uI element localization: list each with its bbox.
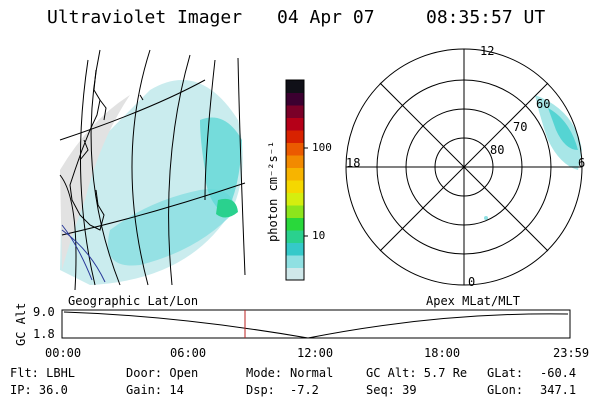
emission-region-core — [108, 189, 236, 266]
mlat-label-70: 70 — [513, 120, 528, 134]
mode-value: Normal — [290, 366, 334, 380]
glat-value: -60.4 — [540, 366, 577, 380]
colorbar-unit-label: photon cm⁻²s⁻¹ — [266, 140, 280, 242]
colorbar-segment — [286, 155, 304, 168]
colorbar — [285, 79, 308, 281]
time-tick-1800: 18:00 — [424, 346, 461, 360]
mlt-label-bottom: 0 — [468, 275, 476, 289]
gain-info: Gain: 14 — [126, 383, 184, 397]
mlt-label-top: 12 — [480, 44, 495, 58]
apex-caption: Apex MLat/MLT — [426, 294, 520, 308]
glat-label: GLat: — [487, 366, 524, 380]
dsp-value: -7.2 — [290, 383, 319, 397]
colorbar-segment — [286, 242, 304, 256]
filter-info: Flt: LBHL — [10, 366, 76, 380]
mlt-label-right: 6 — [578, 156, 586, 170]
colorbar-segment — [286, 230, 304, 243]
emission-spot — [216, 198, 238, 218]
date-label: 04 Apr 07 — [277, 7, 375, 28]
altitude-curve — [63, 311, 569, 339]
colorbar-tick-100: 100 — [312, 141, 332, 154]
geographic-image-panel — [59, 49, 246, 290]
coastline — [69, 69, 144, 231]
polar-mlt-panel — [345, 48, 583, 286]
colorbar-segment — [286, 217, 304, 231]
colorbar-segment — [286, 192, 304, 206]
lat-lon-grid — [59, 49, 246, 290]
dsp-label: Dsp: — [246, 383, 275, 397]
time-label: 08:35:57 UT — [426, 7, 546, 28]
gc-alt-tick-low: 1.8 — [33, 327, 55, 341]
gc-alt-info: GC Alt: 5.7 Re — [366, 366, 468, 380]
seq-info: Seq: 39 — [366, 383, 417, 397]
instrument-title: Ultraviolet Imager — [47, 7, 243, 28]
colorbar-segment — [286, 92, 304, 106]
colorbar-segment — [286, 255, 304, 268]
time-tick-0600: 06:00 — [170, 346, 207, 360]
glon-label: GLon: — [487, 383, 524, 397]
colorbar-segment — [286, 105, 304, 118]
time-tick-0000: 00:00 — [45, 346, 82, 360]
colorbar-segment — [286, 180, 304, 193]
door-info: Door: Open — [126, 366, 199, 380]
time-tick-2359: 23:59 — [553, 346, 590, 360]
colorbar-tick-10: 10 — [312, 229, 326, 242]
colorbar-segment — [286, 167, 304, 181]
mlt-label-left: 18 — [346, 156, 361, 170]
colorbar-segment — [286, 267, 304, 281]
colorbar-segment — [286, 130, 304, 143]
colorbar-segment — [286, 142, 304, 156]
mlat-label-60: 60 — [536, 97, 551, 111]
mlat-label-80: 80 — [490, 143, 505, 157]
mode-label: Mode: — [246, 366, 283, 380]
ip-info: IP: 36.0 — [10, 383, 68, 397]
colorbar-segment — [286, 80, 304, 93]
altitude-track-plot — [61, 309, 571, 339]
glon-value: 347.1 — [540, 383, 577, 397]
gc-alt-axis-label: GC Alt — [14, 302, 28, 346]
time-tick-1200: 12:00 — [297, 346, 334, 360]
colorbar-segment — [286, 205, 304, 218]
geographic-caption: Geographic Lat/Lon — [68, 294, 199, 308]
polar-grid — [345, 48, 583, 286]
colorbar-segment — [286, 117, 304, 131]
emission-region-bright — [200, 117, 242, 215]
gc-alt-tick-high: 9.0 — [33, 305, 55, 319]
